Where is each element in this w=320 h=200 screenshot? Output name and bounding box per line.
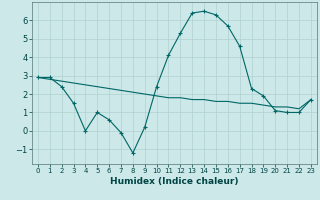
X-axis label: Humidex (Indice chaleur): Humidex (Indice chaleur) — [110, 177, 239, 186]
